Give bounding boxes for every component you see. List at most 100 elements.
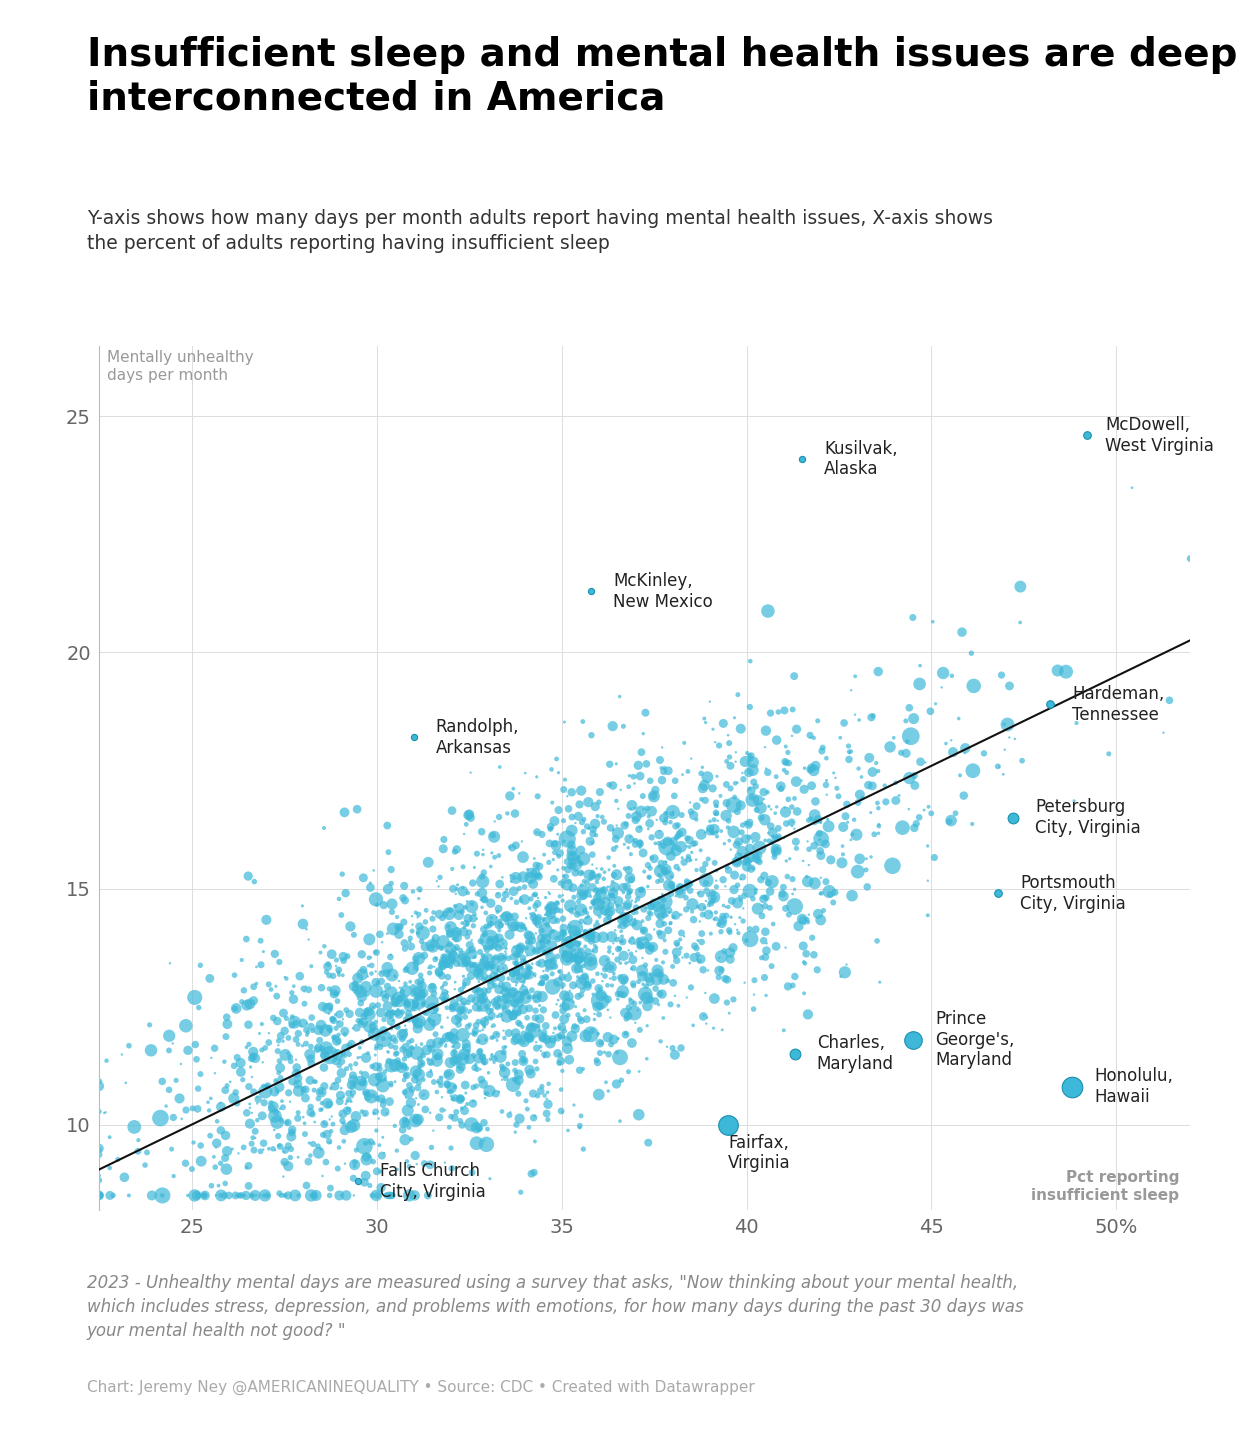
Point xyxy=(521,1063,541,1086)
Point xyxy=(341,1116,361,1139)
Point xyxy=(583,822,603,845)
Point xyxy=(403,976,423,999)
Point xyxy=(481,855,501,878)
Point xyxy=(432,1086,451,1109)
Point xyxy=(639,805,658,828)
Point xyxy=(598,876,618,899)
Point xyxy=(463,907,482,930)
Point xyxy=(377,814,397,837)
Point xyxy=(639,966,658,989)
Point xyxy=(377,962,397,985)
Point xyxy=(777,865,797,888)
Point xyxy=(565,852,585,876)
Point xyxy=(520,963,539,986)
Point xyxy=(816,773,836,796)
Point xyxy=(692,922,712,945)
Point xyxy=(645,917,665,940)
Point xyxy=(641,988,661,1011)
Point xyxy=(402,1035,422,1058)
Point xyxy=(543,920,563,943)
Point xyxy=(495,1027,515,1050)
Point xyxy=(382,1017,402,1040)
Point xyxy=(484,825,503,848)
Point xyxy=(715,968,735,991)
Point xyxy=(436,1025,456,1048)
Point xyxy=(345,1155,365,1178)
Point xyxy=(458,1044,477,1067)
Point xyxy=(407,1034,427,1057)
Point xyxy=(614,893,634,916)
Point xyxy=(335,1152,355,1175)
Point xyxy=(278,1155,298,1178)
Point xyxy=(683,1014,703,1037)
Point xyxy=(725,740,745,763)
Point xyxy=(637,1047,657,1070)
Point xyxy=(797,865,817,888)
Point xyxy=(379,1184,399,1207)
Point xyxy=(365,1022,384,1045)
Point xyxy=(443,799,463,822)
Point xyxy=(820,880,839,903)
Point xyxy=(496,883,516,906)
Point xyxy=(711,920,730,943)
Point xyxy=(646,832,666,855)
Point xyxy=(480,968,500,991)
Point xyxy=(761,815,781,838)
Point xyxy=(434,985,454,1008)
Point xyxy=(450,1109,470,1132)
Point xyxy=(934,661,954,684)
Point xyxy=(243,1045,263,1068)
Point xyxy=(257,1074,277,1097)
Point xyxy=(497,912,517,935)
Point xyxy=(383,1009,403,1032)
Point xyxy=(363,995,383,1018)
Point xyxy=(786,831,806,854)
Point xyxy=(366,1056,386,1079)
Point xyxy=(667,933,687,956)
Point xyxy=(560,979,580,1002)
Point xyxy=(572,924,591,948)
Point xyxy=(399,1184,419,1207)
Point xyxy=(450,1008,470,1031)
Point xyxy=(479,914,498,937)
Point xyxy=(141,1038,161,1061)
Point xyxy=(672,880,692,903)
Point xyxy=(435,903,455,926)
Point xyxy=(580,973,600,996)
Point xyxy=(517,858,537,881)
Point xyxy=(587,870,606,893)
Point xyxy=(1003,806,1023,829)
Point xyxy=(616,912,636,935)
Point xyxy=(500,1001,520,1024)
Point xyxy=(609,937,629,960)
Point xyxy=(573,878,593,901)
Point xyxy=(528,1007,548,1030)
Point xyxy=(506,960,526,984)
Point xyxy=(217,1012,237,1035)
Point xyxy=(701,901,720,924)
Point xyxy=(290,965,310,988)
Point xyxy=(391,916,410,939)
Point xyxy=(682,893,702,916)
Point xyxy=(237,1156,257,1179)
Point xyxy=(663,906,683,929)
Point xyxy=(698,848,718,871)
Point xyxy=(513,946,533,969)
Point xyxy=(454,1037,474,1060)
Point xyxy=(725,913,745,936)
Point xyxy=(409,945,429,968)
Point xyxy=(795,756,815,779)
Point xyxy=(319,952,339,975)
Point xyxy=(579,816,599,840)
Point xyxy=(455,896,475,919)
Point xyxy=(419,1014,439,1037)
Point xyxy=(605,876,625,899)
Point xyxy=(861,845,880,868)
Point xyxy=(536,903,556,926)
Point xyxy=(1180,547,1200,570)
Point xyxy=(554,864,574,887)
Point xyxy=(303,1184,322,1207)
Point xyxy=(582,923,601,946)
Point xyxy=(547,992,567,1015)
Point xyxy=(502,981,522,1004)
